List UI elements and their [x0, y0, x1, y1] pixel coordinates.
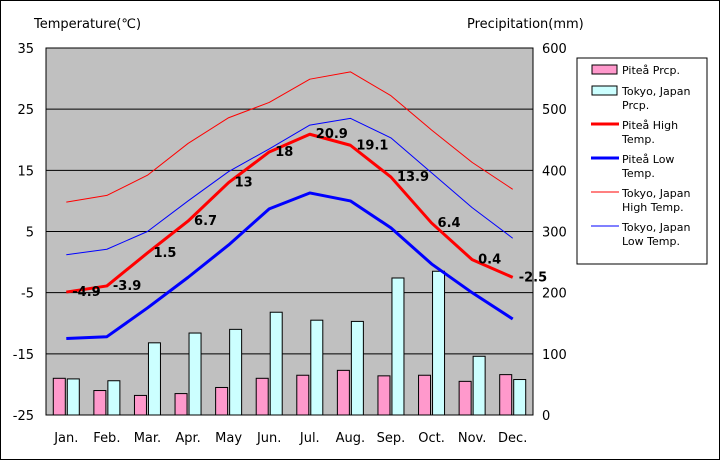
right-axis-title: Precipitation(mm) [467, 17, 584, 32]
legend-label: Temp. [621, 167, 655, 180]
temp-series-line [66, 132, 514, 294]
data-label: -3.9 [113, 279, 141, 294]
precip-bar [377, 375, 391, 416]
left-tick-label: 15 [17, 164, 34, 179]
left-tick-label: 35 [17, 42, 34, 57]
x-tick-label: Mar. [134, 431, 161, 446]
legend-label: Tokyo, Japan [621, 85, 690, 98]
left-axis-title: Temperature(℃) [33, 17, 141, 32]
data-label: 6.7 [194, 214, 217, 229]
x-tick-label: Aug. [336, 431, 366, 446]
legend-swatch [591, 64, 618, 75]
legend-label: Low Temp. [622, 235, 680, 248]
precip-bar [391, 277, 405, 416]
x-tick-label: May [215, 431, 242, 446]
precip-bar [458, 380, 472, 416]
legend-label: Piteå Prcp. [622, 64, 680, 77]
legend-swatch [591, 85, 618, 96]
left-tick-label: -15 [13, 348, 34, 363]
precip-bar [215, 386, 229, 416]
data-label: -4.9 [72, 285, 100, 300]
precip-bar [107, 380, 121, 416]
x-tick-label: Oct. [418, 431, 445, 446]
right-tick-label: 0 [542, 409, 550, 424]
right-tick-label: 300 [542, 226, 567, 241]
precip-bar [499, 374, 513, 416]
x-tick-label: Apr. [175, 431, 200, 446]
legend-label: Piteå Low [622, 153, 674, 166]
left-tick-label: -25 [13, 409, 34, 424]
precip-bar [147, 342, 161, 416]
plot-area: 35 25 15 5 -5 -15 -25 600 500 400 300 200 100 0 Jan. Fe… [13, 42, 567, 446]
x-tick-label: Jan. [53, 431, 78, 446]
data-label: 13.9 [397, 170, 429, 185]
legend-label: Temp. [621, 133, 655, 146]
precip-bar [513, 379, 527, 416]
legend-label: Prcp. [622, 99, 649, 112]
right-tick-label: 600 [542, 42, 567, 57]
temp-series-line [66, 117, 514, 256]
left-tick-label: 5 [26, 226, 34, 241]
precip-bar [66, 378, 80, 416]
right-tick-label: 200 [542, 287, 567, 302]
temp-series-line [66, 191, 514, 341]
right-tick-label: 100 [542, 348, 567, 363]
legend-label: Piteå High [622, 119, 678, 132]
x-tick-label: Jul. [299, 431, 320, 446]
precip-bar [310, 319, 324, 416]
data-label: 1.5 [153, 246, 176, 261]
precip-bar [432, 270, 446, 416]
data-label: 18 [275, 145, 293, 160]
x-tick-label: Dec. [498, 431, 527, 446]
precip-bar [269, 311, 283, 416]
plot-border [45, 47, 534, 416]
precip-bar [188, 332, 202, 416]
legend-label: High Temp. [622, 201, 684, 214]
left-tick-label: -5 [21, 287, 34, 302]
x-tick-label: Jun. [256, 431, 281, 446]
x-tick-label: Nov. [458, 431, 487, 446]
precip-bar [418, 374, 432, 416]
precip-bar [472, 355, 486, 416]
precip-bar [93, 390, 107, 416]
legend-label: Tokyo, Japan [621, 221, 690, 234]
legend-label: Tokyo, Japan [621, 187, 690, 200]
left-tick-label: 25 [17, 103, 34, 118]
data-label: 19.1 [356, 138, 388, 153]
right-tick-label: 400 [542, 164, 567, 179]
precip-bar [296, 374, 310, 416]
precip-bar [255, 377, 269, 416]
data-label: 6.4 [438, 216, 461, 231]
precip-bar [133, 394, 147, 416]
precip-bar [336, 369, 350, 416]
precip-bar [174, 393, 188, 416]
precip-bar [350, 320, 364, 416]
data-label: 0.4 [478, 253, 501, 268]
temp-series-line [66, 71, 513, 203]
data-label: 13 [235, 176, 253, 191]
precip-bar [229, 328, 243, 416]
precip-bar [52, 377, 66, 416]
right-tick-label: 500 [542, 103, 567, 118]
x-tick-label: Feb. [93, 431, 120, 446]
data-label: 20.9 [316, 127, 348, 142]
x-tick-label: Sep. [377, 431, 406, 446]
